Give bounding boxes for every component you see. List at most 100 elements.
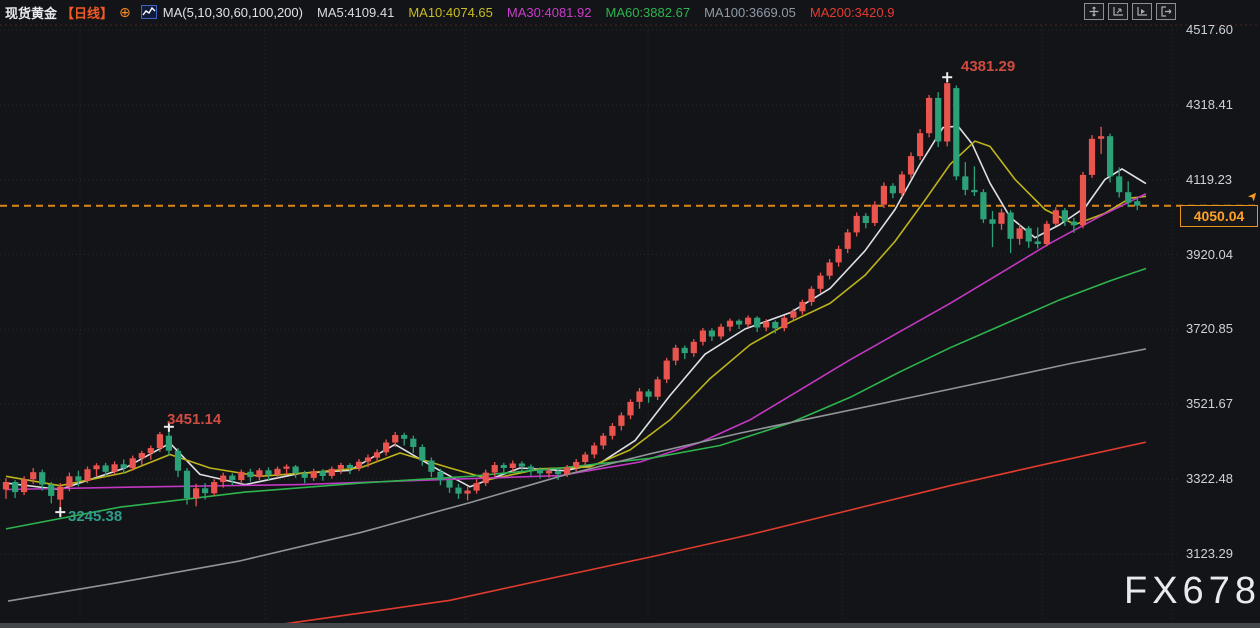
y-axis-label: 4517.60	[1186, 22, 1233, 37]
candle	[754, 317, 761, 328]
candle	[419, 447, 426, 461]
candle	[808, 288, 815, 302]
candle	[555, 471, 562, 475]
candle	[464, 490, 471, 494]
candle	[573, 462, 580, 468]
y-axis-label: 3123.29	[1186, 546, 1233, 561]
candle	[220, 475, 227, 482]
candle	[12, 482, 19, 493]
candle	[319, 471, 326, 476]
candle	[772, 321, 779, 329]
candle	[48, 484, 55, 496]
timeframe-label[interactable]: 【日线】	[61, 5, 114, 21]
candle	[1025, 228, 1032, 242]
candle	[1098, 136, 1105, 139]
candle	[392, 435, 399, 443]
ma-line-MA200	[254, 441, 1147, 628]
ma-line-MA100	[7, 348, 1147, 602]
candle	[138, 453, 145, 459]
candle	[627, 401, 634, 416]
candle	[328, 468, 335, 476]
ma-line-MA5	[5, 125, 1147, 491]
candle	[826, 262, 833, 276]
price-annotation: 3451.14	[167, 411, 222, 428]
candle	[383, 442, 390, 453]
candle	[183, 470, 191, 499]
candle	[84, 469, 91, 481]
candle	[30, 472, 37, 480]
ma-legend-value: MA60:3882.67	[605, 4, 691, 20]
candle	[301, 473, 308, 478]
candle	[437, 471, 444, 481]
low-cross-marker	[55, 507, 66, 518]
candle	[229, 475, 236, 481]
candle	[582, 454, 589, 462]
candle	[102, 465, 109, 472]
candle	[1116, 176, 1123, 193]
candle	[880, 185, 887, 205]
y-axis-label: 3322.48	[1186, 471, 1233, 487]
high-cross-marker	[163, 421, 174, 432]
candle	[935, 97, 942, 142]
candle	[1107, 136, 1114, 177]
candle	[844, 232, 851, 249]
candle	[193, 488, 200, 499]
candle	[645, 391, 652, 397]
candle	[862, 215, 869, 223]
candle	[283, 466, 290, 469]
play-forward-icon[interactable]	[1132, 3, 1152, 20]
candle	[545, 471, 553, 474]
ma-legend-value: MA30:4081.92	[506, 4, 592, 20]
candle	[536, 469, 544, 474]
candle	[980, 192, 987, 220]
chart-header: 现货黄金 【日线】 ⊕ MA(5,10,30,60,100,200) MA5:4…	[0, 0, 1260, 24]
candle	[672, 347, 679, 361]
y-axis-label: 3521.67	[1186, 396, 1233, 412]
candle	[1061, 210, 1068, 222]
candle	[962, 176, 969, 190]
candle	[202, 488, 209, 494]
candle	[265, 470, 272, 475]
candle	[527, 466, 534, 470]
candle	[817, 275, 824, 289]
candle	[907, 156, 915, 175]
candle	[247, 471, 254, 478]
candle	[274, 468, 281, 475]
scale-back-icon[interactable]	[1108, 3, 1128, 20]
candle	[790, 311, 797, 318]
candle	[1043, 223, 1050, 245]
candle	[120, 464, 127, 469]
candle	[699, 330, 706, 342]
exit-icon[interactable]	[1156, 3, 1176, 20]
candle	[165, 435, 172, 451]
candle	[1088, 138, 1096, 175]
y-axis-label: 3920.04	[1186, 246, 1233, 262]
candle	[111, 464, 118, 472]
candle	[39, 472, 46, 485]
candle	[292, 466, 299, 474]
candle	[66, 476, 73, 487]
candle	[609, 426, 616, 436]
ma-legend-value: MA100:3669.05	[704, 4, 796, 20]
candle	[591, 445, 598, 455]
candle	[745, 317, 752, 325]
kline-chart-icon	[140, 5, 157, 19]
horizontal-scrollbar[interactable]	[0, 623, 1260, 628]
add-indicator-icon[interactable]: ⊕	[119, 3, 131, 20]
y-axis-label: 4318.41	[1186, 96, 1233, 112]
candle	[364, 457, 372, 462]
candle	[1007, 212, 1014, 239]
candle	[681, 347, 688, 354]
pan-icon[interactable]	[1084, 3, 1104, 20]
candle	[971, 189, 978, 193]
candle	[256, 470, 263, 478]
chart-toolbar	[1084, 3, 1176, 20]
ma-legend-value: MA10:4074.65	[408, 4, 493, 20]
candle	[401, 435, 408, 439]
candle	[736, 320, 743, 325]
candle	[1034, 241, 1041, 244]
candle	[781, 317, 788, 329]
high-cross-marker	[942, 72, 953, 83]
y-axis-label: 4119.23	[1186, 171, 1233, 187]
